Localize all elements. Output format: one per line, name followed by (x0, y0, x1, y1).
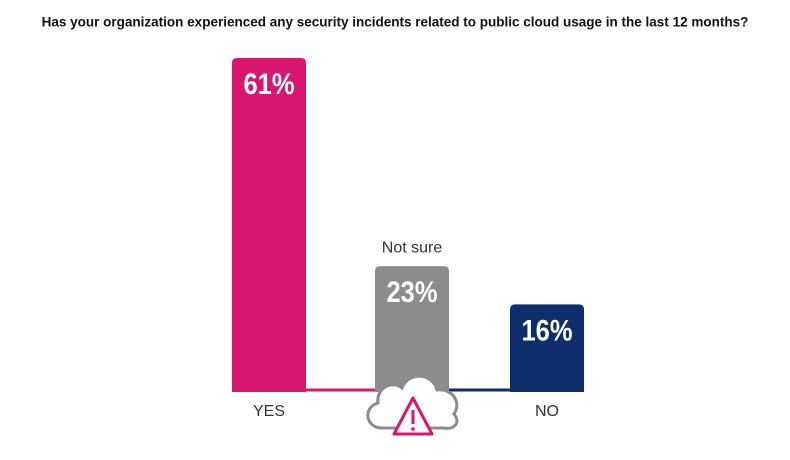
bar (510, 304, 584, 392)
cloud-warning-icon (366, 374, 459, 436)
category-label: YES (253, 403, 285, 420)
category-label: Not sure (382, 239, 443, 256)
bar (375, 266, 449, 392)
bar (232, 58, 306, 392)
category-label: NO (535, 403, 559, 420)
value-label: 61% (243, 67, 294, 100)
value-label: 16% (521, 313, 572, 346)
chart-title: Has your organization experienced any se… (42, 15, 749, 30)
value-label: 23% (386, 275, 437, 308)
